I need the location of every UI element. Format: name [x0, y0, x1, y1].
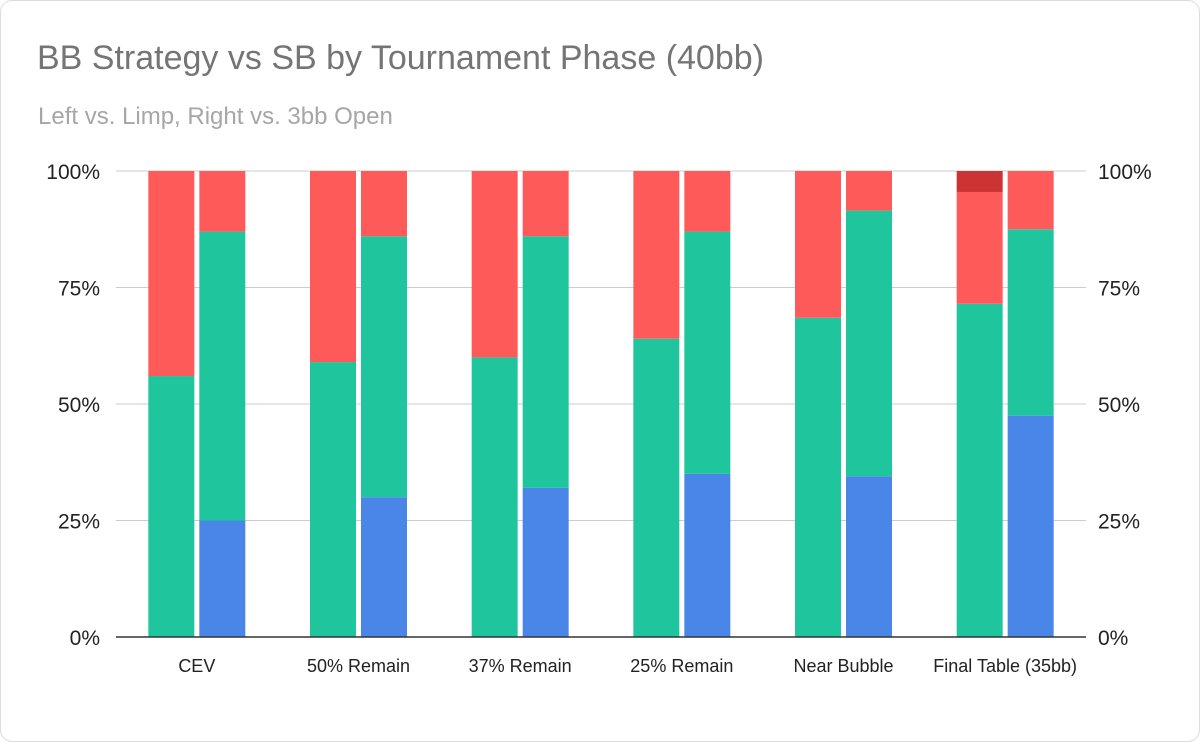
bar-segment-right-red [522, 171, 569, 237]
bar-segment-left-green [633, 338, 680, 637]
y-tick-right: 0% [1098, 627, 1128, 650]
y-tick-right: 25% [1098, 511, 1140, 534]
bar-segment-left-darkred [956, 171, 1003, 192]
y-tick-right: 75% [1098, 278, 1140, 301]
bar-segment-left-green [310, 362, 356, 637]
y-tick-right: 50% [1098, 394, 1140, 417]
bar-segment-right-red [361, 171, 407, 237]
y-tick-right: 100% [1098, 161, 1152, 184]
bar-segment-right-green [361, 236, 407, 498]
bar-segment-right-green [684, 231, 731, 474]
gridlines [116, 170, 1086, 521]
x-tick-label: 25% Remain [630, 656, 733, 676]
bar-segment-right-green [1007, 229, 1054, 416]
bar-segment-right-blue [1007, 415, 1054, 637]
bar-segment-right-red [846, 171, 892, 211]
x-tick-label: 50% Remain [307, 656, 410, 676]
y-tick-left: 0% [70, 627, 100, 650]
bar-segment-right-blue [684, 473, 731, 637]
bar-segment-right-red [1007, 171, 1054, 230]
y-tick-left: 50% [58, 394, 100, 417]
axes: 0% 0% 25% 25% 50% 50% 75% 75% 100% 100% CEV 50% Rem… [46, 161, 1151, 676]
bar-segment-left-red [633, 171, 680, 339]
bar-segment-right-red [199, 171, 246, 232]
bar-segment-left-green [148, 376, 195, 637]
x-tick-label: 37% Remain [469, 656, 572, 676]
y-tick-left: 100% [46, 161, 100, 184]
bar-segment-left-green [795, 317, 841, 637]
bar-segment-left-red [310, 171, 356, 363]
bar-segment-left-red [471, 171, 518, 358]
bar-segment-left-red [148, 171, 195, 377]
x-tick-label: Near Bubble [793, 656, 893, 676]
bar-segment-right-green [846, 210, 892, 477]
bar-segment-left-green [471, 357, 518, 637]
x-tick-label: Final Table (35bb) [933, 656, 1077, 676]
x-tick-label: CEV [178, 656, 215, 676]
chart-title: BB Strategy vs SB by Tournament Phase (4… [37, 39, 764, 77]
bar-segment-right-blue [361, 497, 407, 637]
bar-segment-right-green [199, 231, 246, 521]
y-tick-left: 25% [58, 511, 100, 534]
bars [148, 171, 1054, 637]
y-tick-left: 75% [58, 278, 100, 301]
bar-segment-right-blue [199, 520, 246, 637]
bar-segment-left-red [956, 191, 1003, 304]
chart-subtitle: Left vs. Limp, Right vs. 3bb Open [38, 103, 393, 130]
bar-segment-right-blue [846, 476, 892, 637]
bar-segment-left-red [795, 171, 841, 318]
bar-segment-right-red [684, 171, 731, 232]
bar-segment-right-green [522, 236, 569, 488]
bar-segment-right-blue [522, 487, 569, 637]
bar-segment-left-green [956, 303, 1003, 637]
